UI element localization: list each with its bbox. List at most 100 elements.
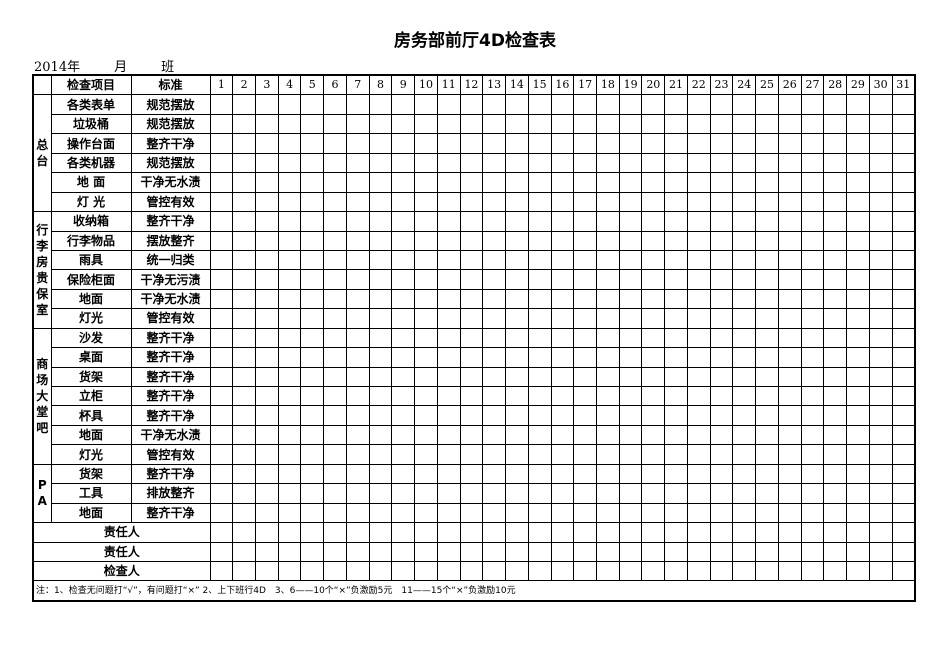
check-cell[interactable] (209, 385, 234, 407)
check-cell[interactable] (550, 249, 575, 271)
check-cell[interactable] (345, 483, 370, 504)
check-cell[interactable] (868, 308, 893, 329)
check-cell[interactable] (459, 502, 484, 524)
check-cell[interactable] (254, 230, 279, 251)
check-cell[interactable] (868, 327, 893, 349)
check-cell[interactable] (527, 230, 552, 251)
check-cell[interactable] (641, 366, 666, 388)
check-cell[interactable] (573, 502, 597, 524)
check-cell[interactable] (550, 347, 575, 368)
check-cell[interactable] (414, 444, 438, 465)
check-cell[interactable] (300, 249, 325, 271)
check-cell[interactable] (391, 347, 416, 368)
check-cell[interactable] (618, 327, 643, 349)
check-cell[interactable] (414, 424, 438, 446)
check-cell[interactable] (391, 424, 416, 446)
check-cell[interactable] (391, 133, 416, 154)
check-cell[interactable] (391, 483, 416, 504)
check-cell[interactable] (868, 269, 893, 290)
check-cell[interactable] (618, 405, 643, 426)
check-cell[interactable] (573, 211, 597, 232)
check-cell[interactable] (755, 347, 779, 368)
check-cell[interactable] (573, 327, 597, 349)
check-cell[interactable] (732, 191, 757, 213)
check-cell[interactable] (323, 424, 347, 446)
check-cell[interactable] (846, 152, 870, 174)
check-cell[interactable] (414, 211, 438, 232)
check-cell[interactable] (595, 191, 620, 213)
check-cell[interactable] (891, 172, 916, 193)
check-cell[interactable] (232, 152, 256, 174)
check-cell[interactable] (823, 347, 848, 368)
check-cell[interactable] (254, 249, 279, 271)
check-cell[interactable] (618, 385, 643, 407)
check-cell[interactable] (595, 113, 620, 135)
check-cell[interactable] (891, 560, 916, 582)
check-cell[interactable] (686, 405, 711, 426)
check-cell[interactable] (527, 308, 552, 329)
check-cell[interactable] (800, 502, 825, 524)
check-cell[interactable] (232, 560, 256, 582)
check-cell[interactable] (527, 113, 552, 135)
check-cell[interactable] (846, 541, 870, 562)
check-cell[interactable] (209, 191, 234, 213)
check-cell[interactable] (368, 483, 393, 504)
check-cell[interactable] (323, 366, 347, 388)
check-cell[interactable] (368, 172, 393, 193)
check-cell[interactable] (709, 522, 734, 543)
check-cell[interactable] (755, 288, 779, 310)
check-cell[interactable] (891, 249, 916, 271)
check-cell[interactable] (209, 347, 234, 368)
check-cell[interactable] (868, 172, 893, 193)
check-cell[interactable] (436, 522, 461, 543)
check-cell[interactable] (527, 288, 552, 310)
check-cell[interactable] (277, 385, 302, 407)
check-cell[interactable] (323, 502, 347, 524)
check-cell[interactable] (664, 327, 688, 349)
check-cell[interactable] (686, 444, 711, 465)
check-cell[interactable] (277, 211, 302, 232)
check-cell[interactable] (482, 522, 507, 543)
check-cell[interactable] (527, 211, 552, 232)
check-cell[interactable] (573, 288, 597, 310)
check-cell[interactable] (277, 230, 302, 251)
check-cell[interactable] (300, 113, 325, 135)
check-cell[interactable] (573, 522, 597, 543)
check-cell[interactable] (891, 463, 916, 485)
check-cell[interactable] (414, 327, 438, 349)
check-cell[interactable] (254, 94, 279, 115)
check-cell[interactable] (232, 405, 256, 426)
check-cell[interactable] (550, 424, 575, 446)
check-cell[interactable] (800, 172, 825, 193)
check-cell[interactable] (891, 424, 916, 446)
check-cell[interactable] (482, 288, 507, 310)
check-cell[interactable] (527, 269, 552, 290)
check-cell[interactable] (618, 424, 643, 446)
check-cell[interactable] (595, 347, 620, 368)
check-cell[interactable] (482, 249, 507, 271)
check-cell[interactable] (232, 366, 256, 388)
check-cell[interactable] (573, 385, 597, 407)
check-cell[interactable] (709, 288, 734, 310)
check-cell[interactable] (686, 463, 711, 485)
check-cell[interactable] (505, 269, 529, 290)
check-cell[interactable] (459, 269, 484, 290)
check-cell[interactable] (345, 152, 370, 174)
check-cell[interactable] (846, 560, 870, 582)
check-cell[interactable] (868, 463, 893, 485)
check-cell[interactable] (641, 327, 666, 349)
check-cell[interactable] (436, 288, 461, 310)
check-cell[interactable] (641, 444, 666, 465)
check-cell[interactable] (436, 541, 461, 562)
check-cell[interactable] (232, 308, 256, 329)
check-cell[interactable] (732, 424, 757, 446)
check-cell[interactable] (414, 133, 438, 154)
check-cell[interactable] (777, 366, 802, 388)
check-cell[interactable] (505, 347, 529, 368)
check-cell[interactable] (232, 424, 256, 446)
check-cell[interactable] (618, 463, 643, 485)
check-cell[interactable] (732, 94, 757, 115)
check-cell[interactable] (709, 444, 734, 465)
check-cell[interactable] (323, 560, 347, 582)
check-cell[interactable] (209, 172, 234, 193)
